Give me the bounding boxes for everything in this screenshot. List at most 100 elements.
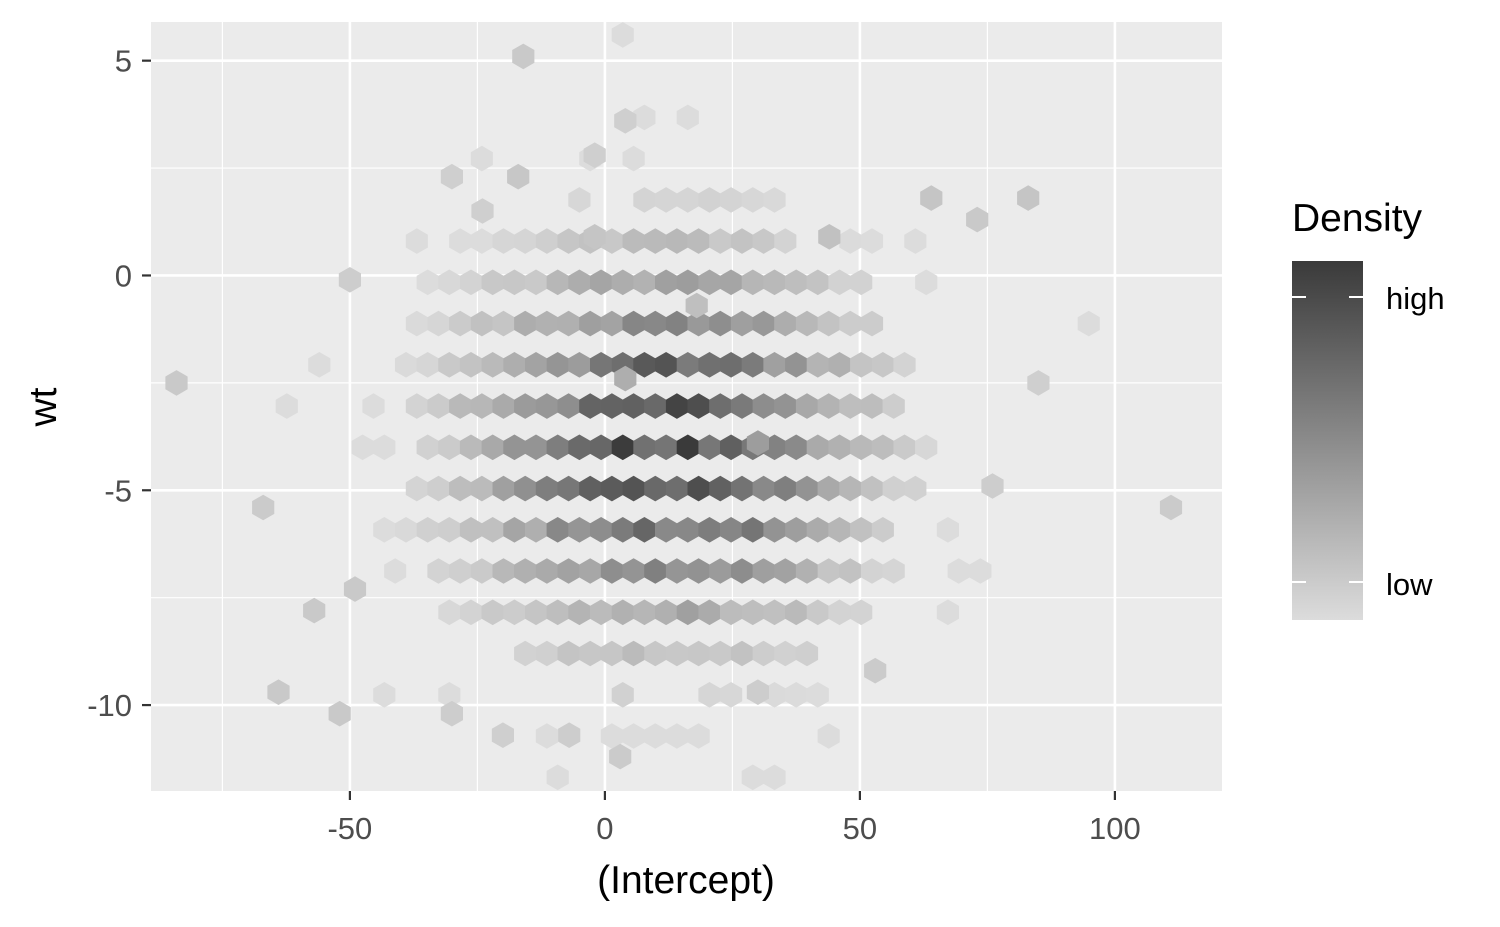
hex-bin [806, 599, 829, 626]
hex-bin [590, 599, 613, 626]
hex-bin [622, 310, 645, 337]
hex-bin [535, 475, 558, 502]
hex-bin [871, 434, 894, 461]
hex-bin [557, 558, 580, 584]
hex-bin [525, 434, 548, 461]
hex-bin [252, 494, 275, 521]
hex-bin [655, 434, 678, 461]
hex-bin [514, 228, 537, 254]
hex-bin [720, 517, 743, 543]
hex-bin [427, 558, 450, 584]
hex-bin [492, 228, 515, 254]
hex-bin [915, 269, 938, 296]
hex-bin [687, 228, 710, 254]
hex-bin [512, 43, 535, 70]
hex-bin [752, 558, 775, 584]
hex-bin [644, 723, 667, 749]
hex-bin [893, 352, 916, 378]
hex-bin [622, 475, 645, 502]
hex-bin [698, 599, 721, 626]
hex-bin [514, 640, 537, 667]
hex-bin [676, 104, 699, 131]
hex-bin [655, 599, 678, 626]
hex-bin [665, 310, 688, 337]
hex-bin [1017, 185, 1040, 211]
hex-bin [774, 558, 797, 584]
hex-bin [440, 700, 463, 727]
hex-bin [839, 393, 862, 419]
hex-bin [1077, 310, 1100, 337]
hex-bin [459, 517, 483, 543]
hex-bin [427, 393, 450, 419]
hex-bin [590, 352, 613, 378]
hex-bin [828, 517, 851, 543]
hex-bin [741, 517, 764, 543]
hex-bin [503, 269, 526, 296]
hex-bin [535, 723, 558, 749]
hex-bin [850, 269, 873, 296]
hex-bin [795, 310, 819, 337]
hex-bin [427, 310, 450, 337]
hex-bin [817, 475, 840, 502]
hex-bin [416, 352, 439, 378]
hex-bin [785, 352, 808, 378]
hex-bin [676, 187, 699, 213]
hex-bin [969, 558, 992, 584]
hex-bin [481, 352, 504, 378]
hex-bin [611, 599, 634, 626]
hex-bin [557, 640, 580, 667]
hex-bin [459, 352, 483, 378]
hex-bin [438, 352, 461, 378]
hex-bin [860, 558, 884, 584]
hex-bin [687, 475, 710, 502]
hex-bin [503, 352, 526, 378]
hex-bin [308, 352, 331, 378]
hex-bin [470, 145, 493, 172]
hex-bin [609, 743, 632, 770]
hex-bin [795, 393, 819, 419]
hex-bin [752, 228, 775, 254]
hex-bin [351, 434, 374, 461]
hex-bin [343, 576, 367, 602]
hex-bin [568, 517, 591, 543]
hex-bin [546, 269, 569, 296]
hex-bin [492, 558, 515, 584]
hex-bin [546, 599, 569, 626]
hex-bin [546, 517, 569, 543]
hex-bin [492, 310, 515, 337]
hex-bin [817, 723, 840, 749]
hex-bin [275, 393, 298, 419]
hex-bin [600, 228, 623, 254]
hex-bin [611, 22, 634, 48]
hex-bin [839, 310, 862, 337]
hex-bin [687, 640, 710, 667]
hex-bin [503, 599, 526, 626]
hex-bin [785, 434, 808, 461]
hex-bin [687, 393, 710, 419]
hex-bin [438, 599, 461, 626]
hex-bin [655, 517, 678, 543]
hex-bin [806, 352, 829, 378]
hex-bin [459, 269, 483, 296]
hex-bin [600, 558, 623, 584]
hex-bin [839, 228, 862, 254]
hex-bin [730, 640, 753, 667]
hex-bin [470, 558, 493, 584]
hex-bin [698, 517, 721, 543]
hex-bin [817, 558, 840, 584]
hex-bin [525, 269, 548, 296]
hex-bin [806, 434, 829, 461]
hex-bin [709, 310, 732, 337]
hex-bin [590, 269, 613, 296]
hex-bin [470, 475, 493, 502]
hex-bin [557, 393, 580, 419]
hex-bin [394, 517, 418, 543]
hex-bin [622, 228, 645, 254]
hex-bin [720, 599, 743, 626]
legend-label-high: high [1386, 281, 1445, 316]
hex-bin [449, 310, 472, 337]
hex-bin [1027, 370, 1050, 396]
x-axis-title: (Intercept) [597, 859, 775, 902]
hex-bin [590, 434, 613, 461]
hex-bin [405, 310, 428, 337]
